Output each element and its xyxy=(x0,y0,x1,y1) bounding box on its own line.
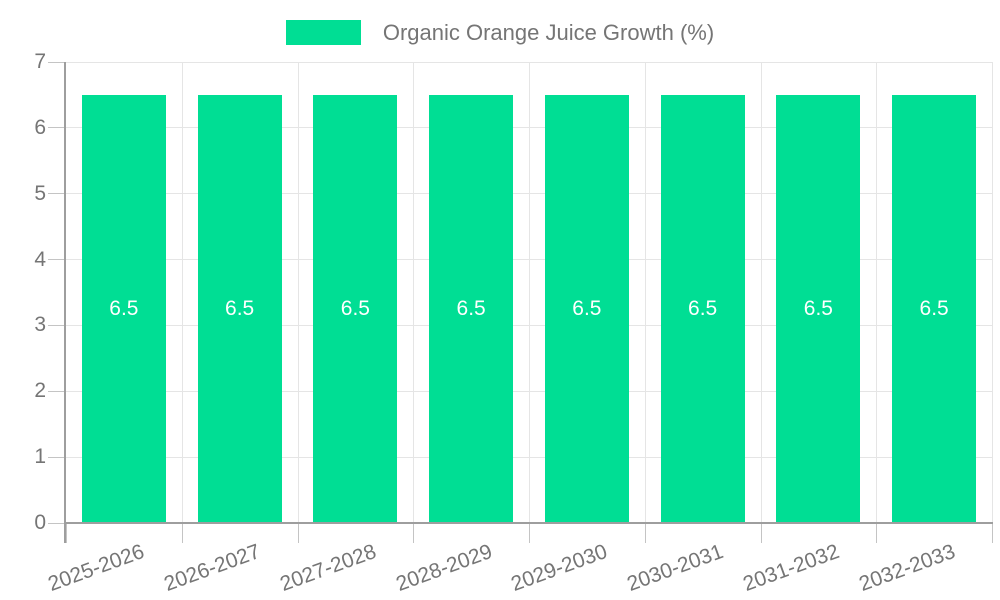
legend-swatch xyxy=(285,20,361,45)
x-axis-tick xyxy=(297,524,299,543)
y-axis-tick xyxy=(48,61,66,63)
x-axis-tick xyxy=(644,524,646,543)
bar-value-label: 6.5 xyxy=(340,296,370,320)
x-axis-tick xyxy=(413,524,415,543)
bar-value-label: 6.5 xyxy=(688,296,718,320)
x-axis-label: 2028-2029 xyxy=(392,540,495,596)
x-axis-tick xyxy=(529,524,530,543)
x-axis-tick xyxy=(876,524,878,543)
bar[interactable]: 6.5 xyxy=(429,94,514,523)
legend-item[interactable]: Organic Orange Juice Growth (%) xyxy=(285,19,715,46)
bar[interactable]: 6.5 xyxy=(197,94,282,523)
bar-value-label: 6.5 xyxy=(109,296,139,320)
y-axis-label: 5 xyxy=(34,181,46,205)
v-gridline xyxy=(644,62,646,523)
y-axis-line xyxy=(64,62,66,543)
v-gridline xyxy=(876,62,878,523)
bar-value-label: 6.5 xyxy=(225,296,255,320)
bar-value-label: 6.5 xyxy=(456,296,486,320)
x-axis-line xyxy=(64,522,993,524)
x-axis-label: 2026-2027 xyxy=(161,540,264,596)
legend-label: Organic Orange Juice Growth (%) xyxy=(382,19,715,45)
y-axis-tick xyxy=(48,324,66,326)
v-gridline xyxy=(529,62,530,523)
bar[interactable]: 6.5 xyxy=(776,94,861,523)
bar[interactable]: 6.5 xyxy=(81,94,166,523)
y-axis-tick xyxy=(48,259,66,261)
y-axis-label: 1 xyxy=(34,445,46,469)
y-axis-tick xyxy=(48,193,66,195)
x-axis-tick xyxy=(181,524,183,543)
bar[interactable]: 6.5 xyxy=(313,94,398,523)
v-gridline xyxy=(413,62,415,523)
y-axis-tick xyxy=(48,456,66,458)
x-axis-label: 2029-2030 xyxy=(508,540,611,596)
y-axis-tick xyxy=(48,127,66,129)
v-gridline xyxy=(992,62,993,523)
bar-value-label: 6.5 xyxy=(803,296,833,320)
y-axis-label: 6 xyxy=(34,115,46,139)
y-axis-label: 3 xyxy=(34,313,46,337)
v-gridline xyxy=(181,62,183,523)
bar[interactable]: 6.5 xyxy=(660,94,745,523)
legend: Organic Orange Juice Growth (%) xyxy=(0,20,1000,45)
bar-value-label: 6.5 xyxy=(919,296,949,320)
bar[interactable]: 6.5 xyxy=(544,94,629,523)
x-axis-tick xyxy=(760,524,762,543)
y-axis-label: 2 xyxy=(34,379,46,403)
x-axis-label: 2032-2033 xyxy=(855,540,958,596)
x-axis-label: 2030-2031 xyxy=(624,540,727,596)
x-axis-label: 2027-2028 xyxy=(276,540,380,596)
v-gridline xyxy=(760,62,762,523)
x-axis-label: 2031-2032 xyxy=(739,540,843,596)
x-axis-label: 2025-2026 xyxy=(45,540,148,596)
x-axis-tick xyxy=(992,524,993,543)
bar[interactable]: 6.5 xyxy=(892,94,977,523)
x-axis-tick xyxy=(66,524,67,543)
v-gridline xyxy=(297,62,299,523)
y-axis-label: 7 xyxy=(34,50,46,73)
bar-value-label: 6.5 xyxy=(572,296,602,320)
y-axis-label: 4 xyxy=(34,247,46,271)
y-axis-tick xyxy=(48,522,66,524)
y-axis-label: 0 xyxy=(34,511,46,534)
y-axis-tick xyxy=(48,390,66,392)
